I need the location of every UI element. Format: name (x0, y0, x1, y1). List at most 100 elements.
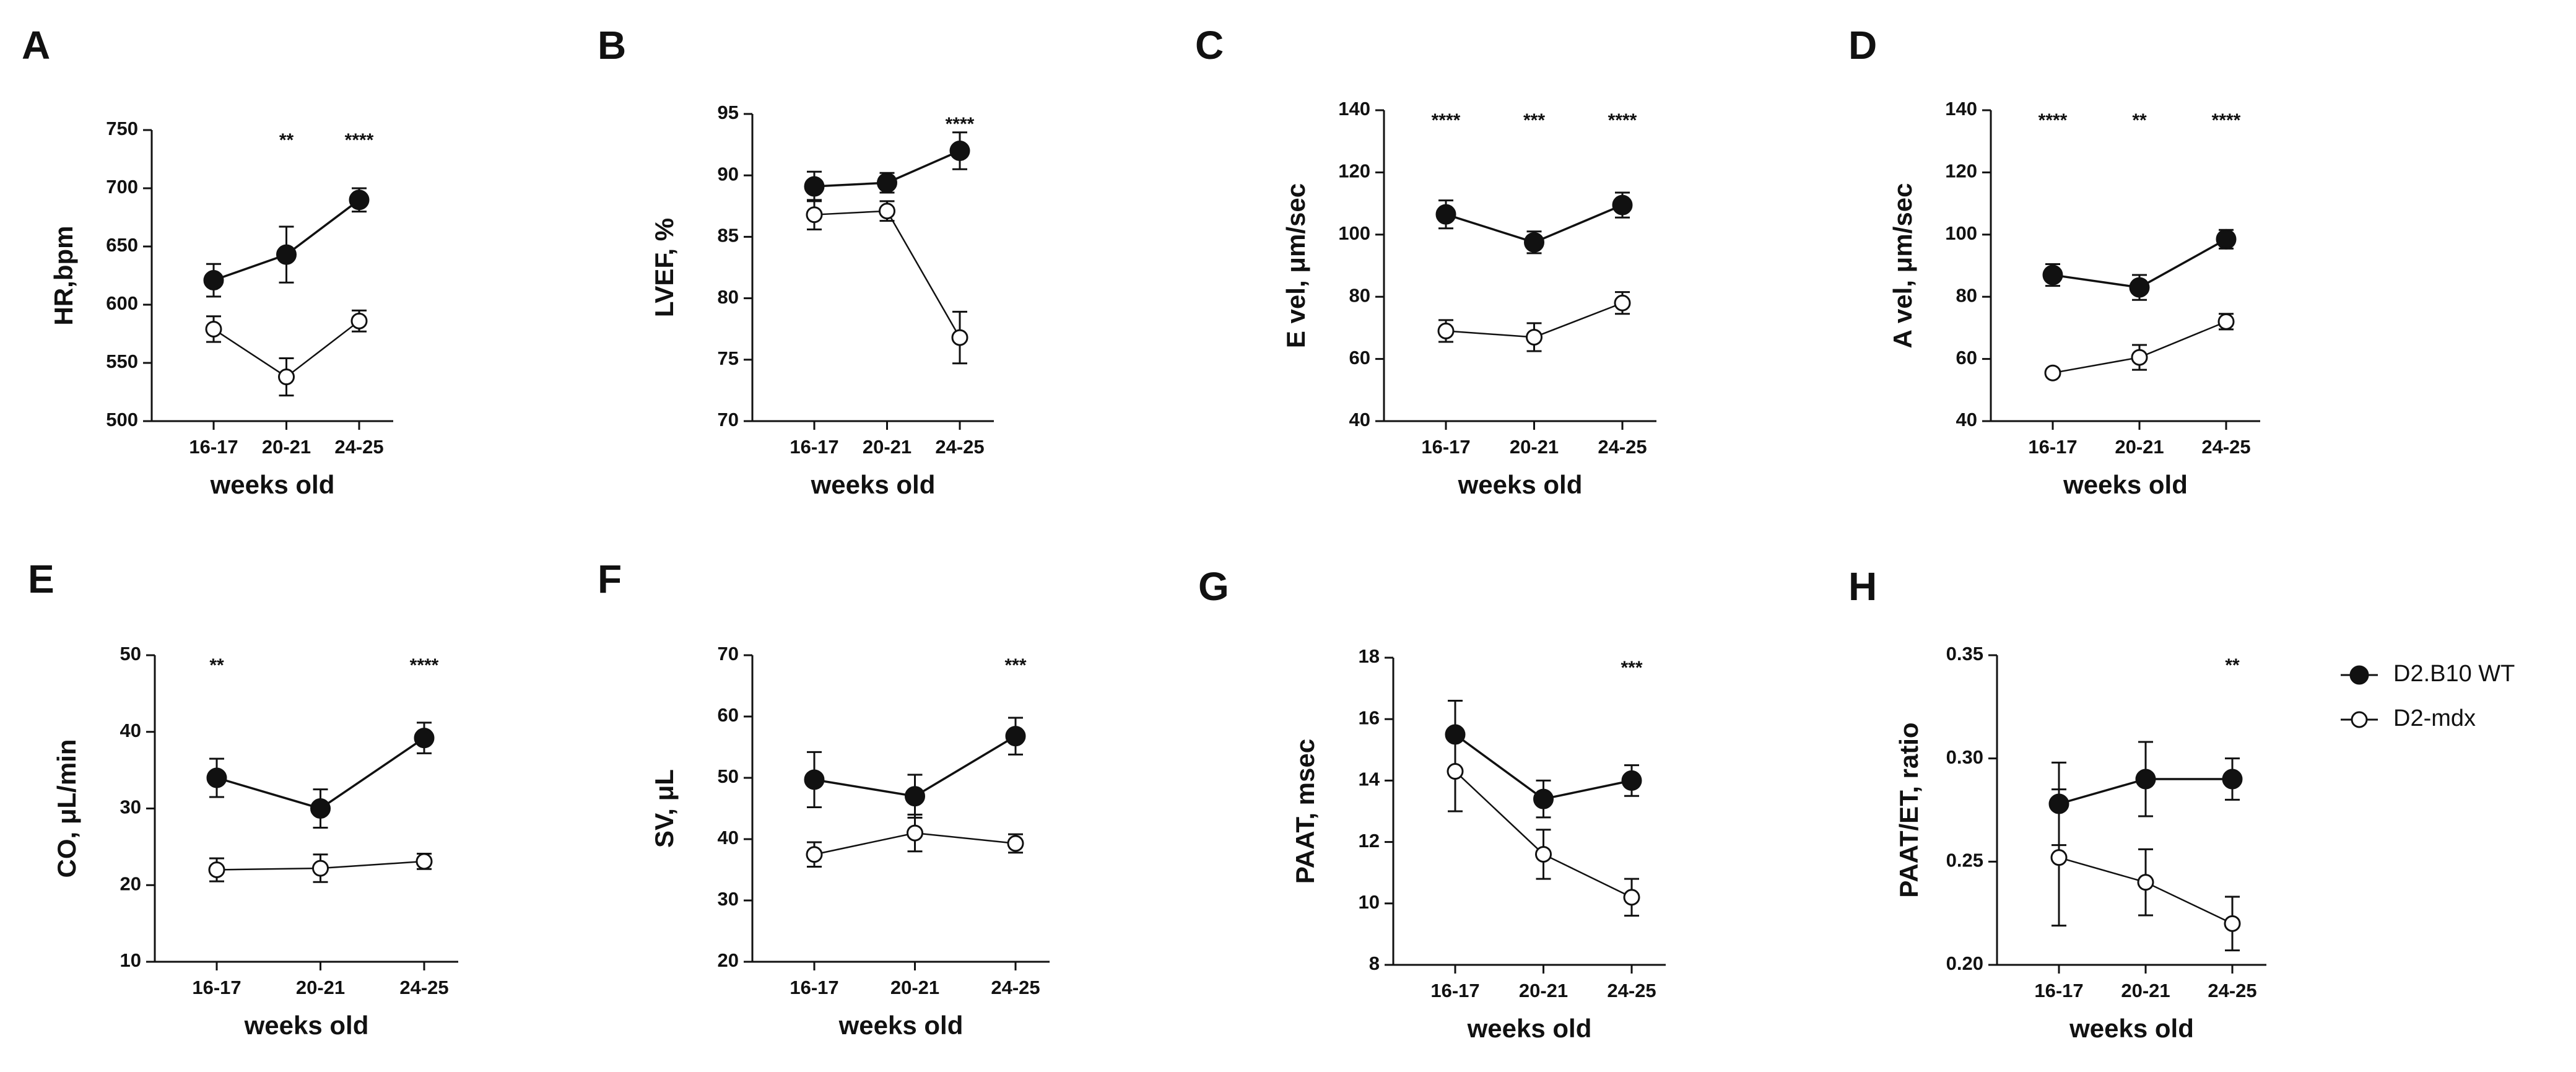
panel-c-significance-1: *** (1523, 110, 1545, 131)
panel-h-xlabel: weeks old (2069, 1014, 2194, 1043)
panel-d-significance-1: ** (2132, 110, 2147, 131)
panel-b-series-mdx-point-2 (951, 329, 968, 346)
legend-marker-1 (2351, 711, 2368, 728)
panel-c-series-mdx-point-1 (1526, 328, 1543, 346)
panel-e-series-mdx (208, 853, 433, 883)
panel-c-xtick-label-1: 20-21 (1510, 436, 1559, 458)
panel-a-ytick-label-1: 550 (106, 351, 138, 372)
panel-g-series-wt (1445, 699, 1642, 819)
panel-a-xtick-label-2: 24-25 (334, 436, 383, 458)
panel-g-ytick-label-4: 16 (1359, 707, 1380, 728)
panel-d-series-wt-point-2 (2216, 229, 2237, 250)
panel-c-series-wt-point-0 (1435, 204, 1456, 225)
panel-g-ylabel: PAAT, msec (1290, 739, 1320, 884)
panel-h-series-mdx-point-0 (2050, 849, 2068, 866)
panel-a-series-mdx-point-1 (278, 368, 295, 386)
panel-f: F 20 30 40 50 60 70 16-17 20-21 24-25 weeks old SV,… (598, 557, 1050, 1040)
panel-d-xtick-label-1: 20-21 (2115, 436, 2164, 458)
panel-e: E 10 20 30 40 50 16-17 20-21 24-25 weeks old CO, μ… (28, 557, 458, 1040)
panel-a: A 500 550 600 650 700 750 16-17 20-21 24-25 weeks … (22, 23, 393, 499)
panel-g-ytick-label-0: 8 (1369, 952, 1380, 974)
panel-d-significance-0: **** (2039, 110, 2068, 131)
panel-c: C 40 60 80 100 120 140 16-17 20-21 24-25 weeks old… (1195, 23, 1656, 499)
panel-a-ytick-label-5: 750 (106, 118, 138, 139)
panel-c-series-wt-point-1 (1524, 232, 1544, 253)
panel-f-series-wt-point-2 (1005, 726, 1026, 747)
panel-b-xlabel: weeks old (811, 470, 936, 499)
panel-f-series-wt-point-1 (905, 786, 925, 807)
panel-b-xtick-label-2: 24-25 (935, 436, 984, 458)
panel-c-series-mdx-point-0 (1437, 322, 1455, 339)
panel-d-series-mdx-point-1 (2131, 349, 2148, 366)
panel-g-xtick-label-2: 24-25 (1607, 980, 1656, 1001)
panel-d-series-wt-point-1 (2129, 277, 2150, 298)
legend-marker-0 (2349, 665, 2369, 685)
panel-e-ytick-label-3: 40 (120, 720, 141, 741)
panel-d: D 40 60 80 100 120 140 16-17 20-21 24-25 weeks old… (1848, 23, 2260, 499)
panel-d-series-mdx-point-2 (2217, 313, 2235, 330)
panel-f-series-mdx-point-1 (907, 824, 923, 842)
panel-h-xtick-label-0: 16-17 (2034, 980, 2083, 1001)
panel-b-xtick-label-0: 16-17 (790, 436, 838, 458)
panel-b-significance-2: **** (946, 114, 975, 134)
panel-e-xtick-label-0: 16-17 (192, 977, 241, 998)
panel-g-letter: G (1198, 564, 1229, 609)
legend-item-1: D2-mdx (2341, 705, 2476, 731)
panel-d-ylabel: A vel, μm/sec (1888, 183, 1917, 349)
panel-f-significance-2: *** (1004, 655, 1026, 676)
panel-c-ytick-label-1: 60 (1349, 347, 1370, 368)
panel-f-ytick-label-5: 70 (718, 643, 739, 665)
panel-b-series-wt (804, 131, 970, 203)
panel-f-xlabel: weeks old (838, 1011, 964, 1040)
panel-a-ytick-label-0: 500 (106, 409, 138, 430)
legend: D2.B10 WT D2-mdx (2341, 661, 2515, 731)
panel-h-ytick-label-2: 0.30 (1946, 746, 1983, 768)
panel-g-ytick-label-2: 12 (1359, 830, 1380, 852)
panel-f-series-wt-point-0 (804, 769, 825, 790)
panel-h-significance-2: ** (2225, 655, 2240, 676)
panel-g-xlabel: weeks old (1467, 1014, 1592, 1043)
panel-g-xtick-label-0: 16-17 (1430, 980, 1479, 1001)
panel-c-series-wt (1435, 191, 1633, 255)
panel-a-ylabel: HR,bpm (49, 226, 78, 326)
panel-h-series-wt-point-2 (2222, 769, 2243, 790)
panel-b-series-mdx-point-1 (879, 203, 895, 220)
panel-e-series-mdx-point-1 (312, 860, 329, 877)
panel-c-series-mdx (1437, 291, 1631, 352)
panel-f-ylabel: SV, μL (650, 769, 679, 848)
panel-a-significance-2: **** (345, 130, 374, 150)
panel-c-series-mdx-point-2 (1614, 294, 1631, 312)
panel-g-series-wt-point-2 (1621, 770, 1642, 791)
panel-d-letter: D (1848, 23, 1877, 68)
panel-e-series-wt-point-1 (310, 798, 331, 819)
panel-h-xtick-label-2: 24-25 (2208, 980, 2256, 1001)
panel-g-xtick-label-1: 20-21 (1519, 980, 1568, 1001)
panel-e-series-mdx-point-0 (208, 861, 225, 878)
panel-f-ytick-label-1: 30 (718, 888, 739, 910)
panel-f-series-mdx (806, 813, 1024, 868)
panel-b-series-mdx-line (814, 210, 961, 338)
panel-c-ytick-label-3: 100 (1338, 222, 1370, 244)
panel-g: G 8 10 12 14 16 18 16-17 20-21 24-25 weeks old PAAT… (1198, 564, 1666, 1043)
legend-item-0: D2.B10 WT (2341, 661, 2515, 687)
panel-a-series-mdx-point-2 (350, 312, 368, 329)
panel-a-letter: A (22, 23, 50, 68)
panel-c-ytick-label-2: 80 (1349, 284, 1370, 306)
panel-d-series-wt (2042, 229, 2237, 301)
panel-b-ytick-label-1: 75 (718, 347, 739, 369)
panel-e-ytick-label-0: 10 (120, 949, 141, 971)
panel-b-series-wt-point-2 (949, 141, 970, 162)
panel-a-ytick-label-3: 650 (106, 234, 138, 256)
panel-d-series-mdx (2044, 313, 2235, 381)
panel-c-ytick-label-4: 120 (1338, 160, 1370, 182)
panel-g-series-mdx-point-0 (1447, 763, 1464, 780)
panel-c-letter: C (1195, 23, 1224, 68)
panel-f-series-wt (804, 717, 1026, 819)
panel-e-series-wt-point-0 (206, 767, 227, 788)
panel-b-series-mdx-point-0 (806, 206, 823, 224)
panel-b-ytick-label-3: 85 (718, 225, 739, 246)
panel-f-ytick-label-4: 60 (718, 704, 739, 726)
panel-b: B 70 75 80 85 90 95 16-17 20-21 24-25 weeks old LVE… (598, 23, 994, 499)
panel-b-series-wt-point-1 (877, 172, 897, 193)
panel-g-significance-2: *** (1621, 658, 1642, 678)
